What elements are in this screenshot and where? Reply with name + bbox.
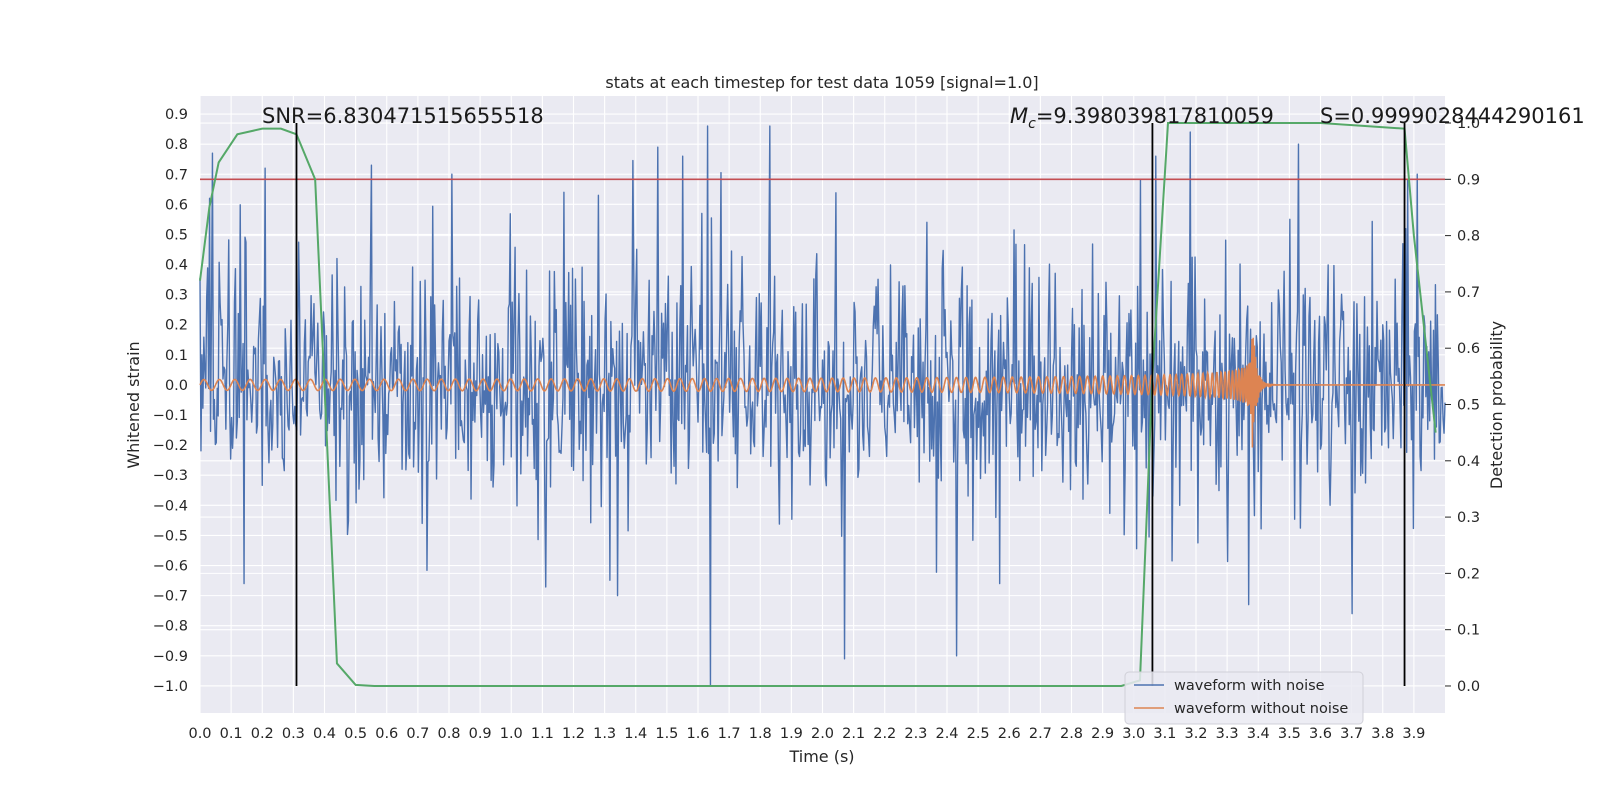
- x-tick-label: 1.9: [780, 726, 803, 742]
- x-tick-label: 0.4: [313, 726, 336, 742]
- y-tick-label: −0.4: [153, 498, 188, 514]
- snr-annotation: SNR=6.830471515655518: [262, 104, 544, 128]
- x-tick-label: 1.1: [531, 726, 554, 742]
- y2-tick-label: 0.6: [1457, 341, 1480, 357]
- x-tick-label: 3.9: [1402, 726, 1425, 742]
- y-tick-label: −0.5: [153, 528, 188, 544]
- y-tick-label: −0.9: [153, 649, 188, 665]
- x-tick-label: 3.3: [1216, 726, 1239, 742]
- y2-tick-label: 0.8: [1457, 229, 1480, 245]
- y-tick-label: −0.3: [153, 468, 188, 484]
- x-tick-label: 3.0: [1122, 726, 1145, 742]
- chirp-mass-subscript: c: [1028, 116, 1036, 132]
- y-tick-label: 0.3: [165, 288, 188, 304]
- x-tick-label: 0.1: [220, 726, 243, 742]
- legend-box: [1124, 671, 1364, 725]
- x-tick-label: 0.0: [188, 726, 211, 742]
- x-tick-label: 2.1: [842, 726, 865, 742]
- y-tick-label: 0.7: [165, 167, 188, 183]
- y-tick-label: 0.4: [165, 258, 188, 274]
- s-annotation: S=0.9999028444290161: [1320, 104, 1585, 128]
- y-axis-label: Whitened strain: [124, 341, 143, 468]
- x-tick-label: 3.7: [1340, 726, 1363, 742]
- x-tick-label: 3.1: [1153, 726, 1176, 742]
- y2-tick-label: 0.7: [1457, 285, 1480, 301]
- x-tick-label: 2.2: [873, 726, 896, 742]
- chart-title: stats at each timestep for test data 105…: [605, 73, 1038, 92]
- x-tick-label: 0.9: [469, 726, 492, 742]
- y-tick-label: −0.7: [153, 589, 188, 605]
- y-tick-label: 0.1: [165, 348, 188, 364]
- detection-probability-line: [199, 122, 1437, 687]
- chirp-mass-symbol: M: [1010, 104, 1028, 128]
- y2-tick-label: 0.1: [1457, 623, 1480, 639]
- x-tick-label: 3.6: [1309, 726, 1332, 742]
- y2-tick-label: 0.4: [1457, 454, 1480, 470]
- y-tick-label: 0.5: [165, 227, 188, 243]
- x-tick-label: 0.3: [282, 726, 305, 742]
- chirp-mass-annotation: Mc=9.398039817810059: [1010, 104, 1274, 132]
- clean-waveform-line: [199, 337, 1445, 448]
- x-axis-label: Time (s): [788, 747, 854, 766]
- y-tick-label: 0.6: [165, 197, 188, 213]
- x-tick-label: 3.5: [1278, 726, 1301, 742]
- x-tick-label: 0.2: [251, 726, 274, 742]
- x-tick-label: 2.4: [935, 726, 958, 742]
- x-tick-label: 1.5: [655, 726, 678, 742]
- y-tick-label: 0.9: [165, 107, 188, 123]
- y-tick-label: −1.0: [153, 679, 188, 695]
- x-tick-label: 1.0: [500, 726, 523, 742]
- y-tick-label: −0.6: [153, 559, 188, 575]
- x-tick-label: 1.3: [593, 726, 616, 742]
- y2-tick-label: 0.2: [1457, 566, 1480, 582]
- x-tick-label: 2.3: [904, 726, 927, 742]
- y2-tick-label: 1.0: [1457, 116, 1480, 132]
- x-tick-label: 3.2: [1184, 726, 1207, 742]
- x-tick-label: 2.0: [811, 726, 834, 742]
- legend-label-noise: waveform with noise: [1174, 678, 1325, 694]
- x-tick-label: 1.2: [562, 726, 585, 742]
- x-tick-label: 3.4: [1247, 726, 1270, 742]
- legend: waveform with noise waveform without noi…: [1124, 671, 1364, 725]
- x-tick-labels: 0.0 0.1 0.2 0.3 0.4 0.5 0.6 0.7 0.8 0.9 1.0 1.1 1.2 1…: [188, 726, 1425, 742]
- x-tick-label: 2.9: [1091, 726, 1114, 742]
- x-tick-label: 2.7: [1029, 726, 1052, 742]
- x-tick-label: 0.5: [344, 726, 367, 742]
- x-tick-label: 0.8: [437, 726, 460, 742]
- x-tick-label: 1.8: [749, 726, 772, 742]
- y-tick-label: 0.8: [165, 137, 188, 153]
- legend-label-clean: waveform without noise: [1174, 701, 1348, 717]
- x-tick-label: 1.6: [686, 726, 709, 742]
- y-tick-label: −0.8: [153, 619, 188, 635]
- y-gridlines: [200, 113, 1445, 687]
- y2-axis-label: Detection probability: [1487, 321, 1506, 489]
- y-tick-label: −0.2: [153, 438, 188, 454]
- y-tick-labels: 0.9 0.8 0.7 0.6 0.5 0.4 0.3 0.2 0.1 0.0 −0.1 −0.2 −0…: [153, 107, 188, 695]
- y-tick-label: −0.1: [153, 408, 188, 424]
- y2-tick-label: 0.9: [1457, 172, 1480, 188]
- x-tick-label: 3.8: [1371, 726, 1394, 742]
- x-tick-label: 0.7: [406, 726, 429, 742]
- series-detection-probability: [199, 122, 1437, 687]
- y2-tick-label: 0.5: [1457, 398, 1480, 414]
- x-tick-label: 1.7: [718, 726, 741, 742]
- chirp-mass-value: =9.398039817810059: [1036, 104, 1274, 128]
- x-tick-label: 0.6: [375, 726, 398, 742]
- vertical-markers: [295, 123, 1406, 686]
- series-waveform-with-noise: [199, 125, 1446, 687]
- y2-tick-label: 0.3: [1457, 510, 1480, 526]
- y2-tick-labels: 1.0 0.9 0.8 0.7 0.6 0.5 0.4 0.3 0.2 0.1 0.0: [1445, 116, 1480, 695]
- x-tick-label: 2.5: [967, 726, 990, 742]
- noisy-waveform-line: [199, 125, 1446, 687]
- y2-tick-label: 0.0: [1457, 679, 1480, 695]
- x-tick-label: 2.6: [998, 726, 1021, 742]
- x-tick-label: 2.8: [1060, 726, 1083, 742]
- series-waveform-without-noise: [199, 337, 1445, 448]
- y-tick-label: 0.0: [165, 378, 188, 394]
- y-tick-label: 0.2: [165, 318, 188, 334]
- x-tick-label: 1.4: [624, 726, 647, 742]
